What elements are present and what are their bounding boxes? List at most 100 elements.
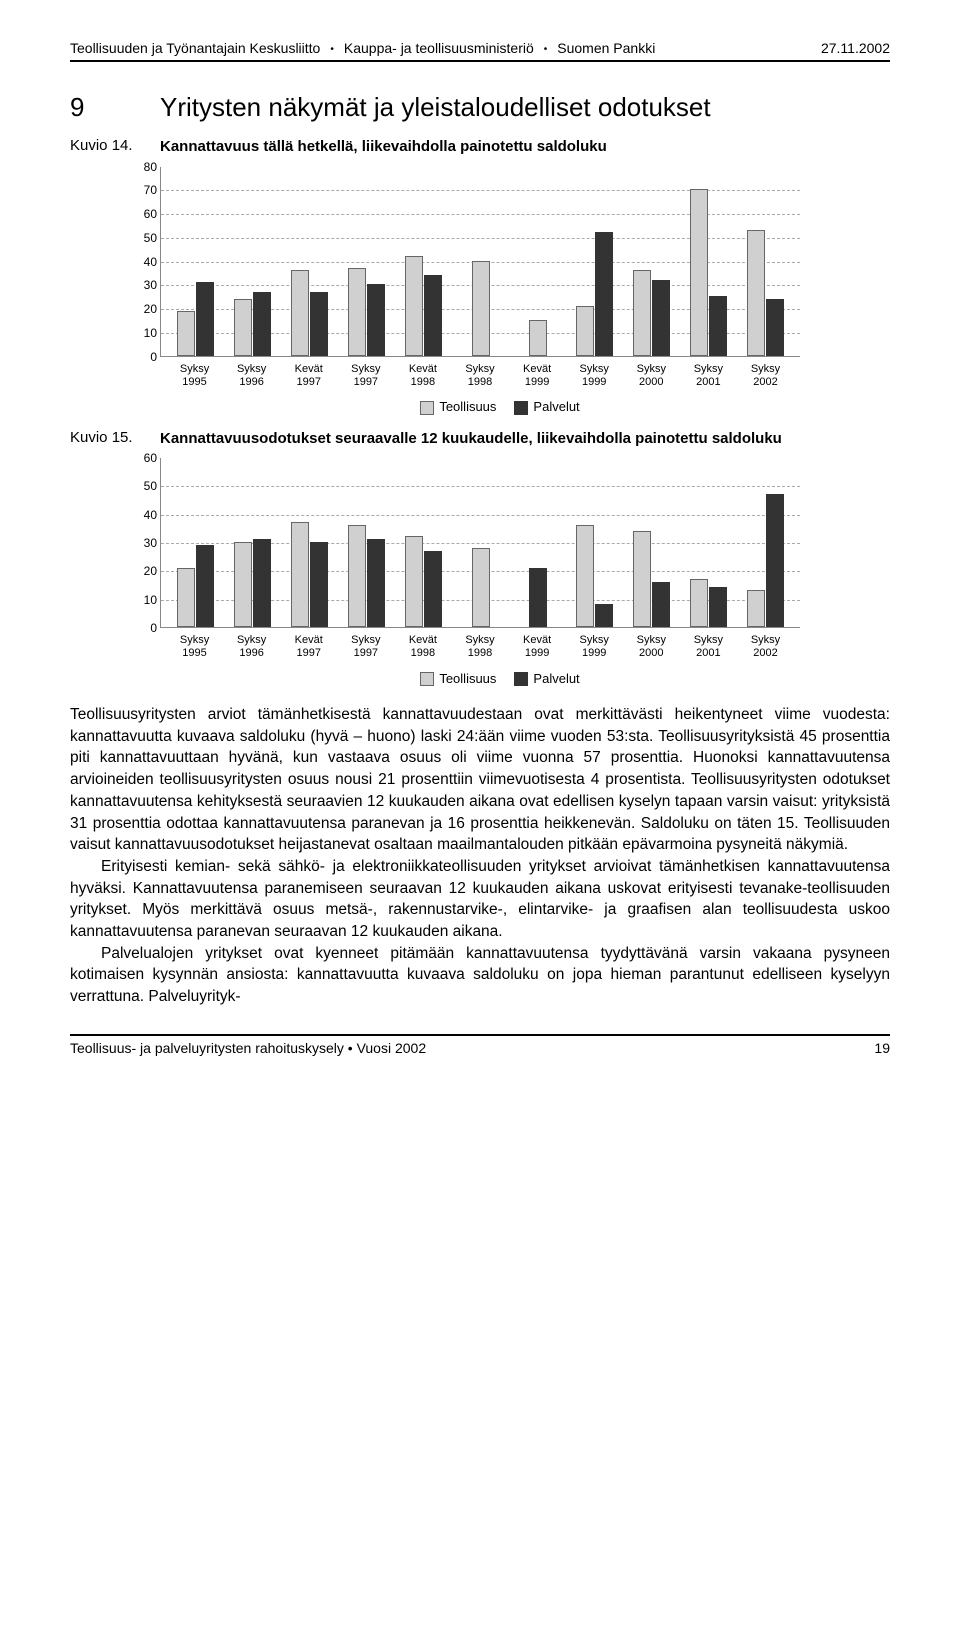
x-tick-label: Syksy2000 — [623, 634, 680, 660]
bar-teollisuus — [747, 230, 765, 356]
bar-palvelut — [196, 282, 214, 356]
bar-palvelut — [367, 284, 385, 355]
footer-page-number: 19 — [874, 1040, 890, 1056]
y-tick-label: 0 — [133, 350, 157, 364]
x-tick-label: Syksy1998 — [451, 363, 508, 389]
bar-teollisuus — [291, 270, 309, 356]
paragraph: Palvelualojen yritykset ovat kyenneet pi… — [70, 943, 890, 1008]
bar-group — [509, 320, 566, 356]
legend-swatch-palvelut — [514, 672, 528, 686]
bar-teollisuus — [690, 189, 708, 355]
bar-palvelut — [766, 494, 784, 627]
section-heading-row: 9 Yritysten näkymät ja yleistaloudellise… — [70, 92, 890, 123]
bar-palvelut — [595, 604, 613, 627]
bar-teollisuus — [690, 579, 708, 627]
page: Teollisuuden ja Työnantajain Keskusliitt… — [0, 0, 960, 1086]
legend-item: Palvelut — [514, 671, 579, 687]
legend-item: Teollisuus — [420, 671, 496, 687]
bar-teollisuus — [348, 525, 366, 627]
y-tick-label: 60 — [133, 451, 157, 465]
footer-left: Teollisuus- ja palveluyritysten rahoitus… — [70, 1040, 426, 1056]
bar-group — [167, 545, 224, 627]
bar-teollisuus — [177, 568, 195, 628]
bar-teollisuus — [472, 548, 490, 627]
body-text: Teollisuusyritysten arviot tämänhetkises… — [70, 704, 890, 1008]
x-tick-label: Syksy1996 — [223, 363, 280, 389]
separator-dot — [540, 40, 552, 56]
bar-group — [509, 568, 566, 628]
bar-palvelut — [652, 280, 670, 356]
bar-group — [623, 531, 680, 627]
bars-area — [161, 458, 800, 627]
x-tick-label: Kevät1998 — [394, 363, 451, 389]
y-tick-label: 20 — [133, 564, 157, 578]
bar-teollisuus — [747, 590, 765, 627]
chart-14-xaxis: Syksy1995Syksy1996Kevät1997Syksy1997Kevä… — [160, 363, 800, 389]
bar-palvelut — [424, 275, 442, 356]
x-tick-label: Syksy1995 — [166, 634, 223, 660]
bar-teollisuus — [529, 320, 547, 356]
legend-label: Palvelut — [533, 399, 579, 414]
header-date: 27.11.2002 — [821, 40, 890, 56]
x-tick-label: Kevät1997 — [280, 634, 337, 660]
bar-palvelut — [196, 545, 214, 627]
bar-group — [452, 548, 509, 627]
bar-teollisuus — [633, 270, 651, 356]
kuvio-label: Kuvio 14. — [70, 137, 160, 154]
y-tick-label: 60 — [133, 207, 157, 221]
x-tick-label: Syksy1997 — [337, 634, 394, 660]
x-tick-label: Kevät1999 — [509, 363, 566, 389]
bar-teollisuus — [633, 531, 651, 627]
page-header: Teollisuuden ja Työnantajain Keskusliitt… — [70, 40, 890, 62]
bar-palvelut — [310, 542, 328, 627]
legend-item: Teollisuus — [420, 399, 496, 415]
x-tick-label: Syksy2001 — [680, 634, 737, 660]
kuvio-label: Kuvio 15. — [70, 429, 160, 446]
bar-group — [395, 536, 452, 627]
bar-palvelut — [310, 292, 328, 356]
legend-label: Palvelut — [533, 671, 579, 686]
chart-15-plot: 0102030405060 — [160, 458, 800, 628]
x-tick-label: Syksy1996 — [223, 634, 280, 660]
y-tick-label: 0 — [133, 621, 157, 635]
bar-group — [395, 256, 452, 356]
header-orgs: Teollisuuden ja Työnantajain Keskusliitt… — [70, 40, 655, 56]
y-tick-label: 30 — [133, 278, 157, 292]
y-tick-label: 40 — [133, 255, 157, 269]
bar-group — [224, 539, 281, 627]
bar-group — [680, 189, 737, 355]
bar-teollisuus — [576, 525, 594, 627]
bar-teollisuus — [291, 522, 309, 627]
x-tick-label: Syksy1997 — [337, 363, 394, 389]
bar-group — [224, 292, 281, 356]
bar-group — [680, 579, 737, 627]
legend-swatch-palvelut — [514, 401, 528, 415]
kuvio-title: Kannattavuus tällä hetkellä, liikevaihdo… — [160, 137, 607, 157]
bar-group — [566, 232, 623, 356]
bar-teollisuus — [405, 536, 423, 627]
y-tick-label: 70 — [133, 183, 157, 197]
bar-group — [737, 230, 794, 356]
kuvio-title: Kannattavuusodotukset seuraavalle 12 kuu… — [160, 429, 782, 449]
bar-palvelut — [367, 539, 385, 627]
y-tick-label: 30 — [133, 536, 157, 550]
kuvio15-heading: Kuvio 15. Kannattavuusodotukset seuraava… — [70, 429, 890, 449]
separator-dot — [326, 40, 338, 56]
section-number: 9 — [70, 92, 160, 123]
chart-15-xaxis: Syksy1995Syksy1996Kevät1997Syksy1997Kevä… — [160, 634, 800, 660]
bar-teollisuus — [405, 256, 423, 356]
x-tick-label: Syksy2001 — [680, 363, 737, 389]
x-tick-label: Syksy2000 — [623, 363, 680, 389]
bar-group — [167, 282, 224, 356]
paragraph: Teollisuusyritysten arviot tämänhetkises… — [70, 704, 890, 856]
bar-teollisuus — [234, 542, 252, 627]
bar-teollisuus — [576, 306, 594, 356]
y-tick-label: 10 — [133, 593, 157, 607]
legend-swatch-teollisuus — [420, 401, 434, 415]
bar-teollisuus — [234, 299, 252, 356]
bar-palvelut — [709, 296, 727, 355]
chart-15: 0102030405060 Syksy1995Syksy1996Kevät199… — [160, 458, 840, 686]
legend-label: Teollisuus — [439, 399, 496, 414]
chart-14-plot: 01020304050607080 — [160, 167, 800, 357]
bar-group — [623, 270, 680, 356]
